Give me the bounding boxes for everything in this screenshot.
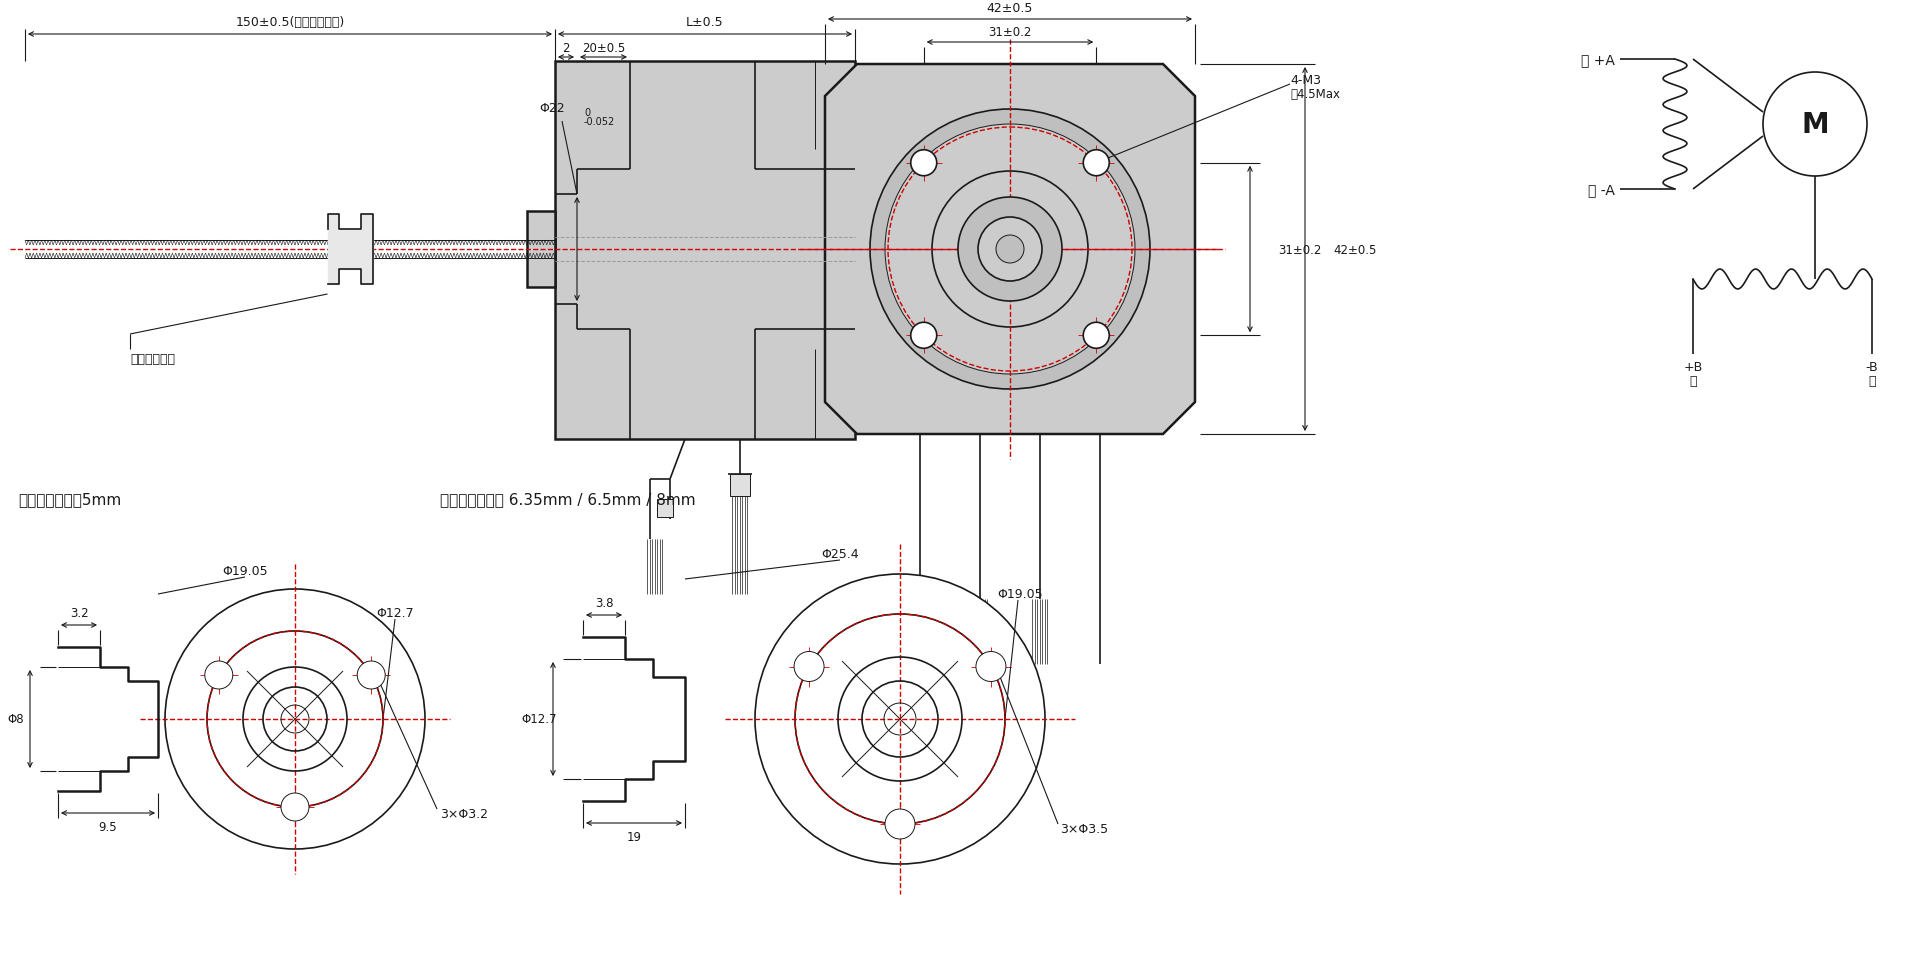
Text: 3.8: 3.8 bbox=[594, 597, 613, 610]
Circle shape bbox=[1084, 150, 1109, 176]
Text: Φ22: Φ22 bbox=[540, 103, 565, 115]
Text: 9.5: 9.5 bbox=[98, 821, 118, 833]
Circle shape bbox=[756, 575, 1045, 864]
Circle shape bbox=[870, 109, 1149, 390]
Text: 深4.5Max: 深4.5Max bbox=[1290, 88, 1340, 102]
Bar bbox=[555, 62, 854, 440]
Text: Φ19.05: Φ19.05 bbox=[222, 565, 268, 578]
Text: 3×Φ3.2: 3×Φ3.2 bbox=[440, 808, 488, 821]
Text: 2: 2 bbox=[563, 42, 571, 54]
Text: +B: +B bbox=[1683, 361, 1702, 374]
Text: Φ12.7: Φ12.7 bbox=[521, 713, 557, 726]
Circle shape bbox=[794, 652, 823, 682]
Text: Φ25.4: Φ25.4 bbox=[821, 547, 858, 561]
Text: 4-M3: 4-M3 bbox=[1290, 74, 1321, 86]
Text: 黑: 黑 bbox=[1868, 375, 1876, 389]
Text: 梯型丝杆直径：5mm: 梯型丝杆直径：5mm bbox=[17, 492, 121, 507]
Text: 红 +A: 红 +A bbox=[1581, 53, 1616, 67]
Circle shape bbox=[166, 589, 424, 849]
Text: L±0.5: L±0.5 bbox=[686, 16, 723, 29]
Circle shape bbox=[976, 652, 1006, 682]
Text: 19: 19 bbox=[627, 830, 642, 844]
Text: 蓝 -A: 蓝 -A bbox=[1589, 183, 1616, 197]
Circle shape bbox=[997, 235, 1024, 264]
Polygon shape bbox=[328, 215, 372, 285]
Circle shape bbox=[931, 172, 1087, 328]
Circle shape bbox=[885, 125, 1136, 375]
Text: 3.2: 3.2 bbox=[69, 607, 89, 620]
Circle shape bbox=[204, 661, 233, 689]
Circle shape bbox=[885, 809, 916, 839]
Text: M: M bbox=[1801, 110, 1830, 139]
Text: 20±0.5: 20±0.5 bbox=[582, 42, 625, 54]
Text: 42±0.5: 42±0.5 bbox=[1332, 243, 1377, 256]
Text: 0: 0 bbox=[584, 108, 590, 118]
Text: 150±0.5(可自定义长度): 150±0.5(可自定义长度) bbox=[235, 16, 345, 29]
Bar bbox=[657, 499, 673, 517]
Bar bbox=[526, 212, 555, 288]
Circle shape bbox=[958, 198, 1062, 301]
Text: 42±0.5: 42±0.5 bbox=[987, 2, 1033, 15]
Circle shape bbox=[910, 150, 937, 176]
Circle shape bbox=[281, 794, 308, 821]
Text: 绿: 绿 bbox=[1689, 375, 1697, 389]
Circle shape bbox=[357, 661, 386, 689]
Text: 3×Φ3.5: 3×Φ3.5 bbox=[1060, 823, 1109, 835]
Text: 梯型丝杆直径： 6.35mm / 6.5mm / 8mm: 梯型丝杆直径： 6.35mm / 6.5mm / 8mm bbox=[440, 492, 696, 507]
Circle shape bbox=[977, 218, 1041, 282]
Text: -0.052: -0.052 bbox=[584, 117, 615, 127]
Text: Φ12.7: Φ12.7 bbox=[376, 607, 415, 620]
Text: -B: -B bbox=[1866, 361, 1878, 374]
Text: 外部线性螺母: 外部线性螺母 bbox=[129, 353, 175, 366]
Text: Φ19.05: Φ19.05 bbox=[997, 588, 1043, 601]
Text: 31±0.2: 31±0.2 bbox=[1278, 243, 1321, 256]
Circle shape bbox=[910, 323, 937, 349]
Text: 31±0.2: 31±0.2 bbox=[989, 26, 1031, 40]
Text: Φ8: Φ8 bbox=[8, 713, 25, 726]
Bar bbox=[731, 475, 750, 496]
Polygon shape bbox=[825, 65, 1195, 434]
Circle shape bbox=[1762, 73, 1866, 176]
Circle shape bbox=[1084, 323, 1109, 349]
